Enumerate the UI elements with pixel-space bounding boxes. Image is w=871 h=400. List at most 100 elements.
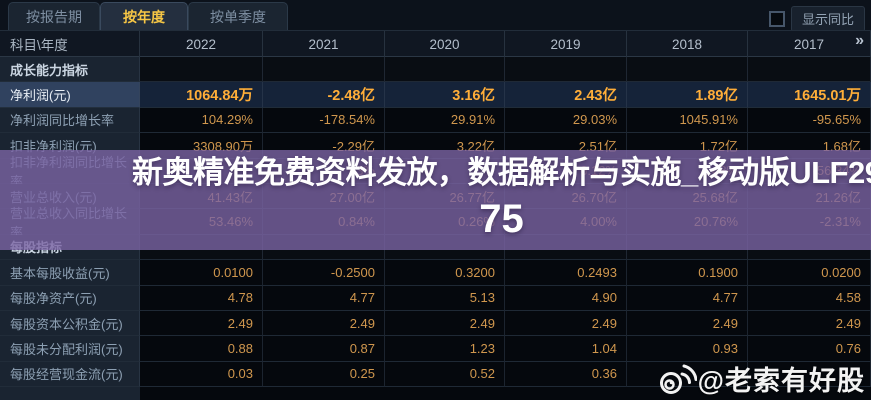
tab-by-quarter[interactable]: 按单季度 xyxy=(188,2,288,30)
value-cell[interactable]: 4.78 xyxy=(140,285,263,311)
value-cell[interactable]: 2.49 xyxy=(748,310,871,337)
value-cell[interactable]: 2.49 xyxy=(140,310,263,337)
value-cell[interactable]: 4.77 xyxy=(263,285,385,311)
value-cell[interactable] xyxy=(505,234,627,261)
row-label[interactable]: 每股指标 xyxy=(0,234,140,261)
value-cell[interactable] xyxy=(140,57,263,83)
value-cell[interactable]: 1645.01万 xyxy=(748,82,871,108)
value-cell[interactable]: 0.0100 xyxy=(140,260,263,286)
value-cell[interactable]: 25.68亿 xyxy=(627,183,748,210)
value-cell[interactable]: 1.23 xyxy=(385,336,505,362)
value-cell[interactable]: 0.93 xyxy=(627,336,748,362)
value-cell[interactable]: 0.2493 xyxy=(505,260,627,286)
year-header-2019[interactable]: 2019 xyxy=(505,31,627,57)
row-label[interactable]: 每股资本公积金(元) xyxy=(0,310,140,337)
value-cell[interactable]: 2.43亿 xyxy=(505,82,627,108)
show-yoy-checkbox[interactable] xyxy=(768,11,785,27)
value-cell[interactable] xyxy=(385,57,505,83)
value-cell[interactable] xyxy=(385,234,505,261)
value-cell[interactable]: 0.52 xyxy=(385,361,505,388)
value-cell[interactable]: 21.26亿 xyxy=(748,183,871,210)
value-cell[interactable] xyxy=(627,234,748,261)
value-cell[interactable]: 1.72亿 xyxy=(627,133,748,159)
value-cell[interactable]: 0.84% xyxy=(263,209,385,235)
value-cell[interactable] xyxy=(748,234,871,261)
value-cell[interactable]: 4.77 xyxy=(627,285,748,311)
value-cell[interactable]: 104.29% xyxy=(140,107,263,134)
value-cell[interactable]: 0.88 xyxy=(140,336,263,362)
year-header-2022[interactable]: 2022 xyxy=(140,31,263,57)
tab-by-report-period[interactable]: 按报告期 xyxy=(8,2,100,30)
value-cell[interactable]: 1.68亿 xyxy=(748,133,871,159)
value-cell[interactable]: 2.48% xyxy=(627,158,748,184)
value-cell[interactable]: 2.49 xyxy=(263,310,385,337)
value-cell[interactable] xyxy=(627,57,748,83)
value-cell[interactable] xyxy=(748,57,871,83)
row-label[interactable]: 净利润同比增长率 xyxy=(0,107,140,134)
value-cell[interactable]: 0.87 xyxy=(263,336,385,362)
row-label[interactable]: 扣非净利润同比增长率 xyxy=(0,155,140,189)
value-cell[interactable]: 0.0200 xyxy=(748,260,871,286)
value-cell[interactable]: 0.76 xyxy=(748,336,871,362)
value-cell[interactable] xyxy=(748,361,871,388)
show-yoy-label[interactable]: 显示同比 xyxy=(790,6,865,32)
tab-by-year[interactable]: 按年度 xyxy=(100,2,188,30)
value-cell[interactable]: 5.13 xyxy=(385,285,505,311)
value-cell[interactable] xyxy=(263,57,385,83)
value-cell[interactable]: 0.3200 xyxy=(385,260,505,286)
value-cell[interactable]: 4.58 xyxy=(748,285,871,311)
value-cell[interactable] xyxy=(140,234,263,261)
value-cell[interactable]: -95.65% xyxy=(748,107,871,134)
row-label[interactable]: 营业总收入同比增长率 xyxy=(0,206,140,240)
value-cell[interactable]: -0.2500 xyxy=(263,260,385,286)
value-cell[interactable]: 1045.91% xyxy=(627,107,748,134)
value-cell[interactable]: 1.89亿 xyxy=(627,82,748,108)
value-cell[interactable]: -2.29亿 xyxy=(263,133,385,159)
value-cell[interactable]: -56.34% xyxy=(748,158,871,184)
value-cell[interactable]: 53.46% xyxy=(140,209,263,235)
value-cell[interactable]: 03% xyxy=(263,158,385,184)
row-label[interactable]: 每股净资产(元) xyxy=(0,285,140,311)
value-cell[interactable]: 0.36 xyxy=(505,361,627,388)
value-cell[interactable]: 2.49 xyxy=(505,310,627,337)
value-cell[interactable]: 2.49 xyxy=(627,310,748,337)
row-label[interactable]: 成长能力指标 xyxy=(0,57,140,83)
value-cell[interactable]: 0.1900 xyxy=(627,260,748,286)
value-cell[interactable] xyxy=(385,158,505,184)
year-header-2017[interactable]: 2017 » xyxy=(748,31,871,57)
row-label[interactable]: 基本每股收益(元) xyxy=(0,260,140,286)
year-header-2018[interactable]: 2018 xyxy=(627,31,748,57)
value-cell[interactable]: 1.04 xyxy=(505,336,627,362)
value-cell[interactable]: -178.54% xyxy=(263,107,385,134)
value-cell[interactable]: 2.51亿 xyxy=(505,133,627,159)
value-cell[interactable]: -2.31% xyxy=(748,209,871,235)
row-label[interactable]: 每股未分配利润(元) xyxy=(0,336,140,362)
value-cell[interactable]: 4.00% xyxy=(505,209,627,235)
value-cell[interactable]: 0.26% xyxy=(385,209,505,235)
value-cell[interactable] xyxy=(263,234,385,261)
value-cell[interactable]: 26.77亿 xyxy=(385,183,505,210)
value-cell[interactable]: 3.16亿 xyxy=(385,82,505,108)
row-label[interactable]: 净利润(元) xyxy=(0,82,140,108)
value-cell[interactable]: 3308.90万 xyxy=(140,133,263,159)
value-cell[interactable]: 6.12% xyxy=(505,158,627,184)
year-header-2020[interactable]: 2020 xyxy=(385,31,505,57)
value-cell[interactable]: 2.49 xyxy=(385,310,505,337)
value-cell[interactable]: 20.76% xyxy=(627,209,748,235)
value-cell[interactable]: 0.03 xyxy=(140,361,263,388)
value-cell[interactable]: 4.90 xyxy=(505,285,627,311)
value-cell[interactable]: 29.03% xyxy=(505,107,627,134)
value-cell[interactable]: -2.48亿 xyxy=(263,82,385,108)
value-cell[interactable] xyxy=(140,158,263,184)
value-cell[interactable] xyxy=(505,57,627,83)
value-cell[interactable]: 1064.84万 xyxy=(140,82,263,108)
row-label[interactable]: 每股经营现金流(元) xyxy=(0,361,140,388)
value-cell[interactable]: 0.25 xyxy=(263,361,385,388)
value-cell[interactable]: 3.22亿 xyxy=(385,133,505,159)
value-cell[interactable]: 29.91% xyxy=(385,107,505,134)
value-cell[interactable]: 41.43亿 xyxy=(140,183,263,210)
value-cell[interactable]: 27.00亿 xyxy=(263,183,385,210)
year-header-2021[interactable]: 2021 xyxy=(263,31,385,57)
value-cell[interactable]: 26.70亿 xyxy=(505,183,627,210)
more-columns-chevron-icon[interactable]: » xyxy=(855,32,864,49)
